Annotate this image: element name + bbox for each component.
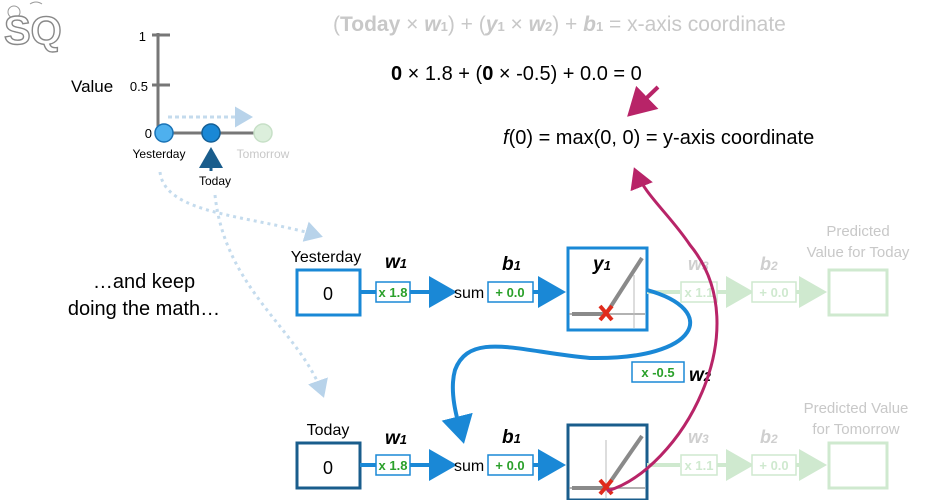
bias-b1-symbol-2: b1 xyxy=(502,427,521,448)
bias-b1-value: + 0.0 xyxy=(495,285,524,300)
point-tomorrow xyxy=(253,123,273,143)
weight-w3-value-2: x 1.1 xyxy=(685,458,714,473)
x-label-yesterday: Yesterday xyxy=(133,147,186,161)
recurrent-weight-value: x -0.5 xyxy=(641,365,674,380)
input-value-yesterday: 0 xyxy=(323,284,333,304)
bias-b2-symbol-1: b2 xyxy=(760,254,778,274)
caption-line-2: doing the math… xyxy=(68,298,220,320)
output-node-tomorrow xyxy=(827,441,889,490)
bias-b2-symbol-2: b2 xyxy=(760,427,778,447)
point-today xyxy=(201,123,221,143)
relu-marker-x-1 xyxy=(598,304,614,322)
network-row-today: Today 0 w1 x 1.8 sum b1 + 0.0 w3 x 1.1 b… xyxy=(295,400,909,500)
output-label-today-1: Predicted xyxy=(826,223,889,240)
weight-w1-value: x 1.8 xyxy=(379,285,408,300)
relu-marker-x-2 xyxy=(598,478,614,496)
recurrent-loop-edge xyxy=(441,288,693,444)
guide-arrow-today xyxy=(213,194,328,398)
network-row-yesterday: Yesterday 0 w1 x 1.8 sum b1 + 0.0 y1 w3 … xyxy=(291,223,910,332)
weight-w3-symbol-2: w3 xyxy=(688,427,709,447)
logo-text: SQ xyxy=(4,9,62,53)
guide-arrow-yesterday xyxy=(158,171,323,242)
caption-line-1: …and keep xyxy=(93,271,195,293)
weight-w1-box-2 xyxy=(375,454,411,476)
activation-to-formula-arrow xyxy=(606,167,719,493)
y-axis-label: Value xyxy=(71,77,113,96)
input-label-today: Today xyxy=(307,422,350,439)
x-label-tomorrow: Tomorrow xyxy=(237,147,290,161)
activation-y1-label: y1 xyxy=(592,254,611,275)
activation-formula: f(0) = max(0, 0) = y-axis coordinate xyxy=(503,127,814,149)
weight-w1-symbol-2: w1 xyxy=(385,428,407,449)
bias-b1-symbol: b1 xyxy=(502,254,521,275)
bias-b2-value-1: + 0.0 xyxy=(759,285,788,300)
y-tick-label-0-5: 0.5 xyxy=(130,79,148,94)
output-label-tomorrow-1: Predicted Value xyxy=(804,400,909,417)
y-tick-label-1: 1 xyxy=(139,29,146,44)
bias-b2-value-2: + 0.0 xyxy=(759,458,788,473)
sum-label-2: sum xyxy=(454,458,484,475)
mini-plot: 1 0.5 0 Value Yesterday Tomorrow Today xyxy=(71,29,290,188)
general-formula: (Today × w1) + (y1 × w2) + b1 = x-axis c… xyxy=(333,13,786,36)
bias-b1-value-2: + 0.0 xyxy=(495,458,524,473)
output-label-tomorrow-2: for Tomorrow xyxy=(812,421,899,438)
input-label-yesterday: Yesterday xyxy=(291,249,362,266)
y-tick-label-0: 0 xyxy=(145,126,152,141)
point-yesterday xyxy=(154,123,174,143)
weight-w3-value-1: x 1.1 xyxy=(685,285,714,300)
logo: SQ xyxy=(3,1,62,54)
output-node-today xyxy=(827,268,889,317)
weight-w1-symbol: w1 xyxy=(385,252,407,273)
weight-w1-box xyxy=(375,281,411,303)
sum-label-1: sum xyxy=(454,285,484,302)
input-value-today: 0 xyxy=(323,458,333,478)
x-label-today: Today xyxy=(199,174,231,188)
numeric-formula: 0 × 1.8 + (0 × -0.5) + 0.0 = 0 xyxy=(391,63,642,85)
weight-w1-value-2: x 1.8 xyxy=(379,458,408,473)
recurrent-weight-box xyxy=(631,361,685,383)
input-node-today xyxy=(295,441,362,490)
formula-down-arrow xyxy=(627,85,660,117)
output-label-today-2: Value for Today xyxy=(807,244,910,261)
